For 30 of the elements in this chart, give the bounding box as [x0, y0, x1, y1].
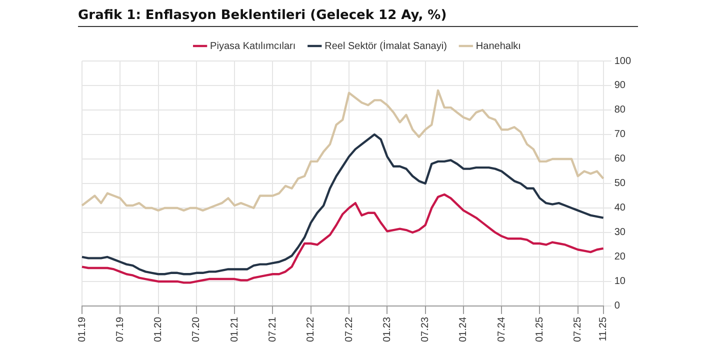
x-tick-label: 11.25 [598, 316, 610, 342]
x-tick-label: 07.21 [267, 316, 278, 342]
x-tick-label: 01.20 [153, 316, 164, 342]
x-tick-label: 01.25 [534, 316, 546, 342]
legend-label: Hanehalkı [476, 40, 521, 52]
y-tick-label: 10 [614, 276, 626, 288]
x-tick-label: 07.25 [572, 316, 584, 342]
y-tick-label: 70 [614, 129, 626, 140]
x-tick-label: 07.22 [344, 316, 355, 342]
legend-label: Reel Sektör (İmalat Sanayi) [324, 40, 447, 52]
x-tick-label: 01.24 [458, 316, 470, 342]
y-tick-label: 40 [614, 202, 626, 214]
x-tick-label: 07.23 [420, 316, 432, 342]
y-tick-label: 90 [614, 80, 626, 92]
x-tick-label: 07.19 [114, 316, 126, 342]
x-tick-label: 01.23 [382, 316, 393, 342]
y-tick-label: 100 [614, 56, 632, 67]
y-tick-label: 0 [614, 300, 620, 312]
legend-label: Piyasa Katılımcıları [210, 40, 296, 52]
y-tick-label: 50 [614, 178, 626, 190]
chart-title: Grafik 1: Enflasyon Beklentileri (Gelecek 12 Ay, %) [78, 8, 638, 27]
x-tick-label: 01.21 [229, 316, 240, 342]
x-tick-label: 01.19 [76, 316, 88, 342]
y-tick-label: 30 [614, 227, 626, 238]
x-tick-label: 07.20 [191, 316, 202, 342]
y-tick-label: 80 [614, 104, 626, 116]
y-tick-label: 20 [614, 252, 626, 263]
x-tick-label: 07.24 [496, 316, 508, 342]
y-tick-label: 60 [614, 154, 626, 165]
x-tick-label: 01.22 [306, 316, 317, 342]
